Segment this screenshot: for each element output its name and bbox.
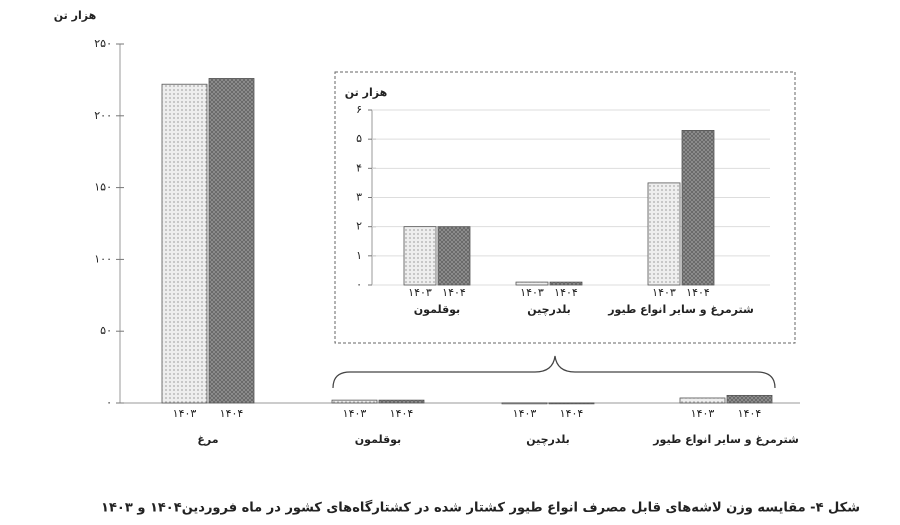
- legend-entry: ۱۴۰۴: [554, 286, 578, 299]
- bar: [647, 182, 681, 286]
- bar: [331, 399, 378, 404]
- bar: [403, 226, 437, 286]
- y-tick-label: ۶: [356, 103, 362, 116]
- y-axis-label: هزار تن: [345, 86, 387, 99]
- y-tick-label: ۱: [356, 249, 362, 262]
- y-tick-label: ۲۰۰: [94, 109, 112, 122]
- legend-entry: ۱۴۰۴: [220, 407, 244, 420]
- bar: [208, 78, 255, 404]
- x-tick-label: بلدرچین: [526, 433, 570, 446]
- brace: [332, 355, 776, 389]
- legend-entry: ۱۴۰۴: [390, 407, 414, 420]
- inset-frame: [334, 71, 796, 344]
- bar: [515, 281, 549, 286]
- y-tick-label: ۲۵۰: [94, 37, 112, 50]
- legend-entry: ۱۴۰۴: [560, 407, 584, 420]
- legend-entry: ۱۴۰۳: [520, 286, 544, 299]
- x-tick-label: شترمرغ و سایر انواع طیور: [652, 433, 799, 446]
- legend-entry: ۱۴۰۴: [442, 286, 466, 299]
- y-tick-label: ۴: [356, 161, 362, 174]
- x-tick-label: بوقلمون: [355, 433, 401, 446]
- legend-entry: ۱۴۰۳: [513, 407, 537, 420]
- bar: [501, 402, 548, 405]
- bar: [681, 130, 715, 286]
- y-axis-label: هزار تن: [54, 9, 96, 22]
- y-tick-label: ۵۰: [100, 324, 112, 337]
- x-tick-label: بلدرچین: [527, 303, 571, 316]
- y-tick-label: ۰: [106, 396, 112, 409]
- legend-entry: ۱۴۰۴: [686, 286, 710, 299]
- x-tick-label: بوقلمون: [414, 303, 460, 316]
- bar: [437, 226, 471, 286]
- legend-entry: ۱۴۰۳: [691, 407, 715, 420]
- y-tick-label: ۲: [356, 220, 362, 233]
- bar: [378, 399, 425, 404]
- y-tick-label: ۰: [356, 278, 362, 291]
- y-tick-label: ۱۵۰: [94, 181, 112, 194]
- y-tick-label: ۳: [356, 191, 362, 204]
- bar: [679, 397, 726, 404]
- caption: شکل ۴- مقایسه وزن لاشه‌های قابل مصرف انو…: [101, 500, 860, 516]
- y-tick-label: ۱۰۰: [94, 252, 112, 265]
- x-tick-label: شترمرغ و سایر انواع طیور: [607, 303, 754, 316]
- legend-entry: ۱۴۰۳: [652, 286, 676, 299]
- bar: [549, 281, 583, 286]
- bar: [548, 402, 595, 405]
- bar: [161, 83, 208, 404]
- legend-entry: ۱۴۰۴: [738, 407, 762, 420]
- legend-entry: ۱۴۰۳: [343, 407, 367, 420]
- legend-entry: ۱۴۰۳: [173, 407, 197, 420]
- y-tick-label: ۵: [356, 132, 362, 145]
- x-tick-label: مرغ: [197, 433, 218, 446]
- legend-entry: ۱۴۰۳: [408, 286, 432, 299]
- bar: [726, 394, 773, 404]
